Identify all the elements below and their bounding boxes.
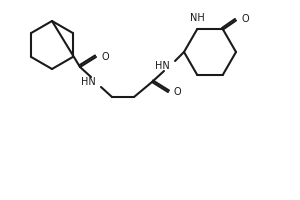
Text: HN: HN [155,61,170,71]
Text: NH: NH [190,13,204,23]
Text: O: O [241,14,249,24]
Text: HN: HN [81,77,96,87]
Text: O: O [173,87,181,97]
Text: O: O [101,52,109,62]
